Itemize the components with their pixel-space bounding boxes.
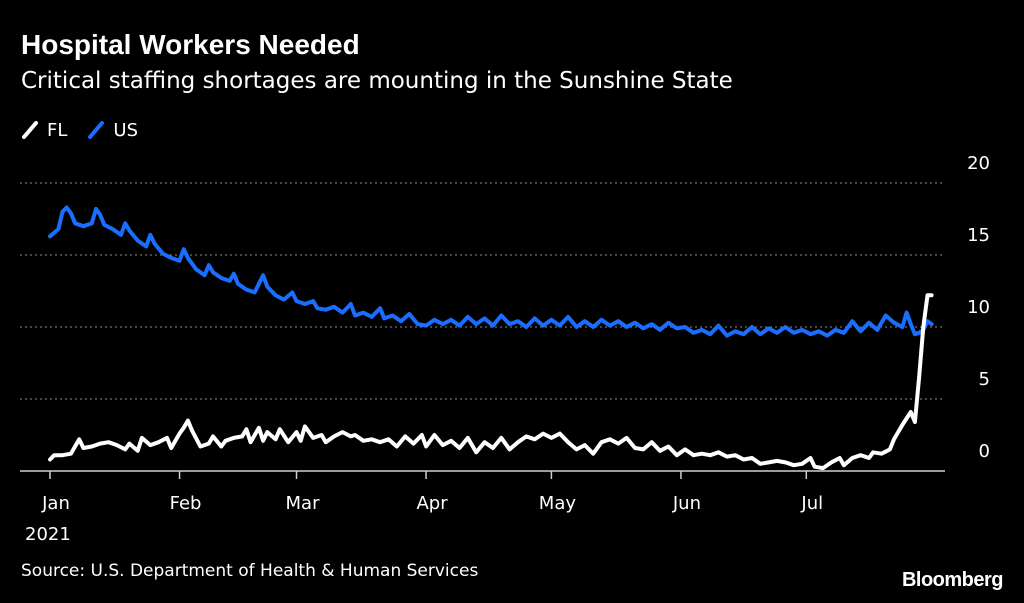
bloomberg-logo: Bloomberg: [901, 569, 1004, 591]
x-tick-label: Jul: [800, 493, 823, 514]
series-lines: [48, 205, 934, 471]
y-tick-label: 15: [967, 225, 990, 246]
legend-label-us: US: [113, 119, 138, 141]
x-tick-label: May: [539, 493, 577, 514]
grid-lines: [20, 182, 945, 400]
series-line-us: [48, 205, 934, 338]
x-axis-labels: Jan 2021 Feb Mar Apr May Jun Jul: [25, 493, 823, 545]
x-tick-label: Jun: [672, 493, 701, 514]
x-axis: [20, 470, 945, 479]
y-axis-labels: 0 5 10 15 20: [967, 153, 990, 462]
legend-swatch-fl: [22, 121, 38, 139]
x-tick-label: Jan: [41, 493, 70, 514]
source-note: Source: U.S. Department of Health & Huma…: [21, 561, 479, 581]
y-tick-label: 10: [967, 297, 990, 318]
y-tick-label: 20: [967, 153, 990, 174]
x-tick-label: Mar: [286, 493, 321, 514]
y-tick-label: 5: [979, 369, 990, 390]
y-tick-label: 0: [979, 441, 990, 462]
chart-subtitle: Critical staffing shortages are mounting…: [21, 68, 733, 94]
chart-title: Hospital Workers Needed: [21, 29, 360, 60]
x-tick-label: Apr: [416, 493, 448, 514]
legend: FL US: [21, 117, 138, 143]
legend-label-fl: FL: [47, 119, 68, 141]
legend-item-us: US: [87, 120, 138, 141]
series-line-fl: [48, 293, 934, 471]
x-tick-label: Feb: [170, 493, 202, 514]
legend-swatch-us: [88, 121, 105, 139]
x-tick-sublabel: 2021: [25, 524, 71, 545]
legend-item-fl: FL: [21, 120, 67, 141]
